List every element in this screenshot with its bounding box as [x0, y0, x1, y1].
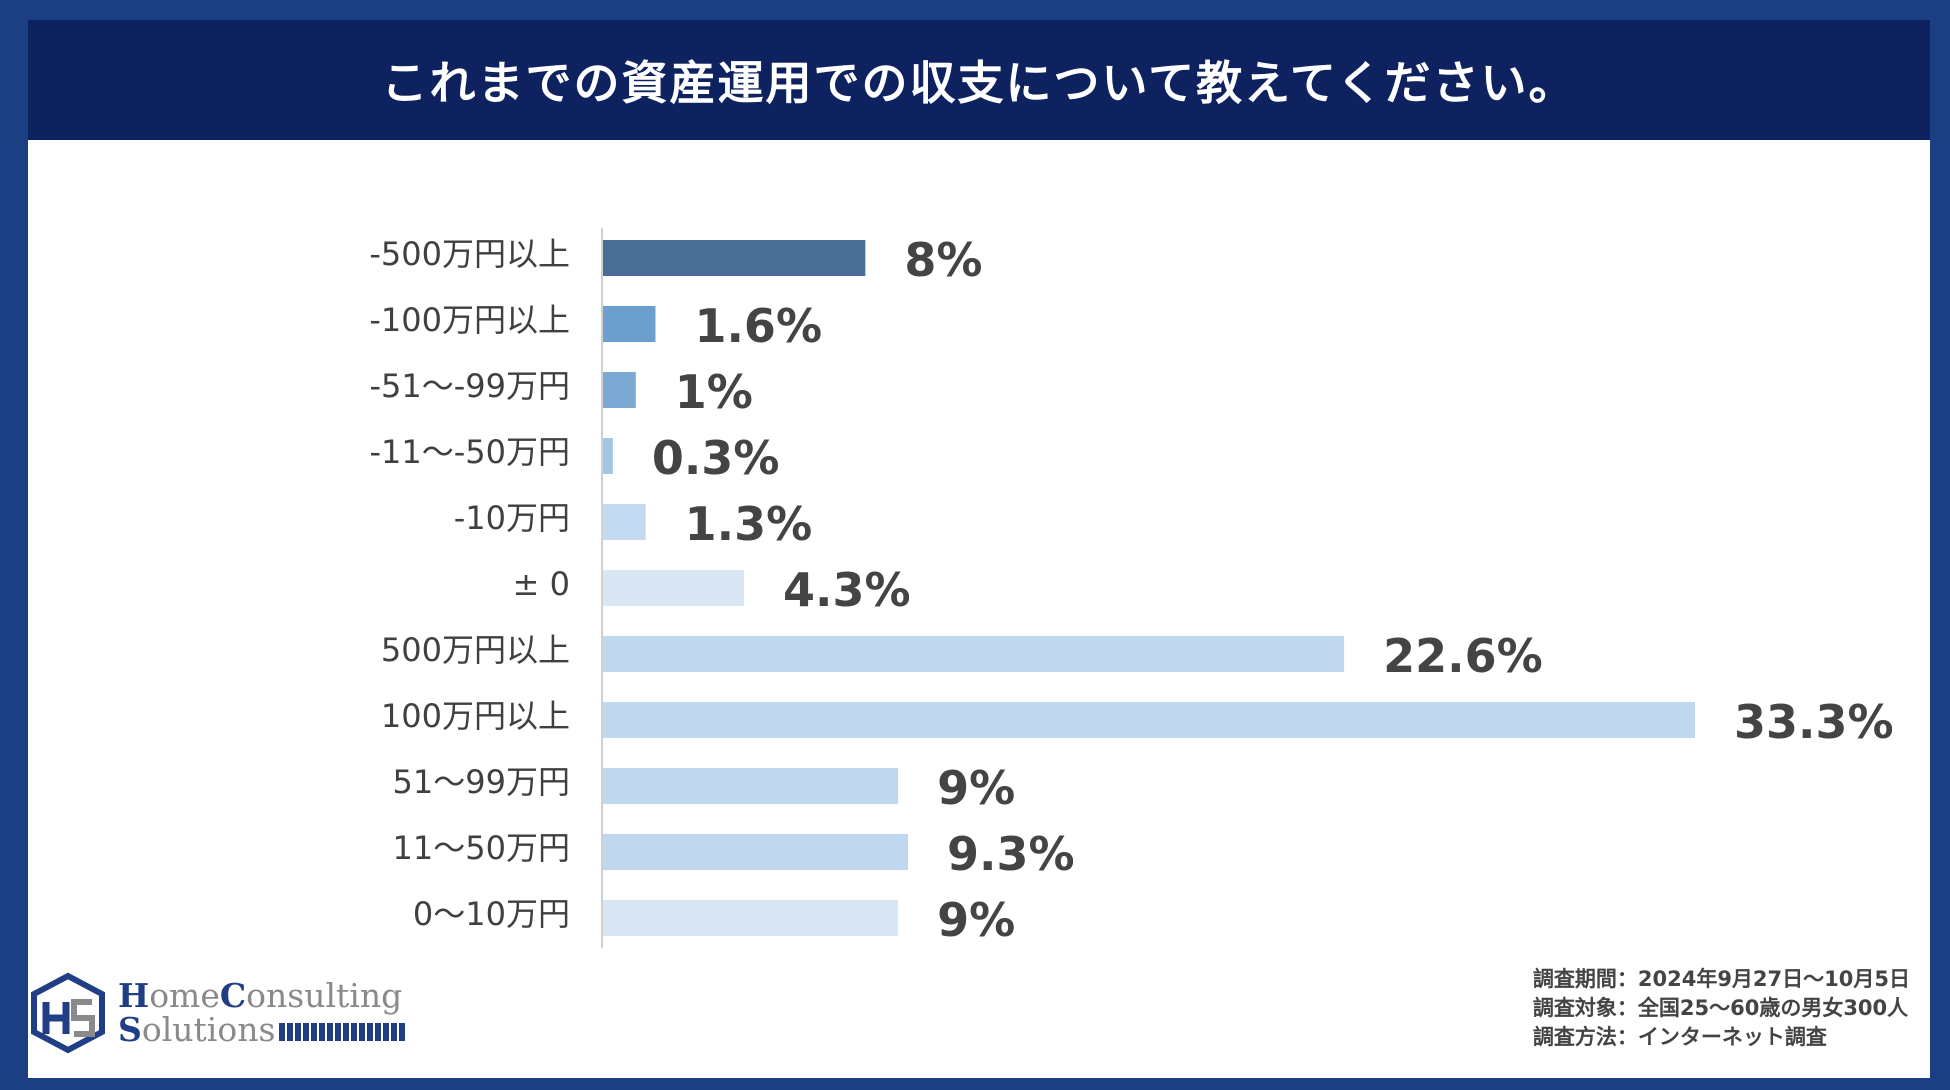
category-label-1: -100万円以上: [369, 301, 570, 339]
bar-0: [603, 240, 866, 276]
category-label-4: -10万円: [454, 499, 570, 537]
hs-cube-logo-icon: [31, 972, 105, 1054]
bar-1: [603, 306, 656, 342]
logo-text-onsulting: onsulting: [246, 976, 403, 1015]
value-label-4: 1.3%: [685, 497, 813, 551]
category-label-9: 11〜50万円: [393, 829, 570, 867]
category-label-8: 51〜99万円: [393, 763, 570, 801]
value-label-9: 9.3%: [947, 827, 1075, 881]
logo-wordmark: HomeConsulting Solutions: [118, 976, 406, 1049]
bars-group: [603, 240, 1695, 936]
category-label-5: ± 0: [513, 565, 570, 603]
bar-4: [603, 504, 646, 540]
logo-letter-h: H: [118, 976, 150, 1015]
content-panel: これまでの資産運用での収支について教えてください。: [28, 20, 1930, 1078]
survey-notes: 調査期間：2024年9月27日〜10月5日 調査対象：全国25〜60歳の男女30…: [1533, 965, 1910, 1052]
category-label-10: 0〜10万円: [413, 895, 570, 933]
bar-7: [603, 702, 1695, 738]
category-label-6: 500万円以上: [381, 631, 570, 669]
survey-method: 調査方法：インターネット調査: [1532, 1025, 1827, 1049]
bar-2: [603, 372, 636, 408]
category-label-0: -500万円以上: [369, 235, 570, 273]
bar-3: [603, 438, 613, 474]
logo-text-ome: ome: [149, 976, 220, 1015]
category-label-7: 100万円以上: [381, 697, 570, 735]
bar-10: [603, 900, 899, 936]
bar-6: [603, 636, 1345, 672]
value-label-5: 4.3%: [783, 563, 911, 617]
logo-text-olutions: olutions: [141, 1010, 276, 1049]
value-labels-group: 8% 1.6% 1% 0.3% 1.3% 4.3% 22.6% 33.3% 9% 9.3% 9%: [652, 233, 1894, 947]
logo-letter-c: C: [219, 976, 247, 1015]
category-label-2: -51〜-99万円: [369, 367, 570, 405]
bar-5: [603, 570, 745, 606]
value-label-8: 9%: [937, 761, 1015, 815]
value-label-7: 33.3%: [1734, 695, 1894, 749]
category-labels-group: -500万円以上 -100万円以上 -51〜-99万円 -11〜-50万円 -10万円 ±…: [369, 235, 570, 933]
value-label-0: 8%: [904, 233, 982, 287]
value-label-10: 9%: [937, 893, 1015, 947]
value-label-6: 22.6%: [1383, 629, 1543, 683]
value-label-2: 1%: [675, 365, 753, 419]
survey-target: 調査対象：全国25〜60歳の男女300人: [1532, 996, 1909, 1020]
category-label-3: -11〜-50万円: [369, 433, 570, 471]
value-label-3: 0.3%: [652, 431, 780, 485]
logo-blocks-decoration: [279, 1023, 406, 1041]
bar-8: [603, 768, 899, 804]
title-bar: これまでの資産運用での収支について教えてください。: [28, 20, 1930, 140]
page-title: これまでの資産運用での収支について教えてください。: [381, 56, 1577, 110]
logo-letter-s: S: [118, 1010, 142, 1049]
company-logo: HomeConsulting Solutions: [30, 972, 406, 1054]
bar-9: [603, 834, 908, 870]
value-label-1: 1.6%: [694, 299, 822, 353]
survey-period: 調査期間：2024年9月27日〜10月5日: [1532, 967, 1910, 991]
